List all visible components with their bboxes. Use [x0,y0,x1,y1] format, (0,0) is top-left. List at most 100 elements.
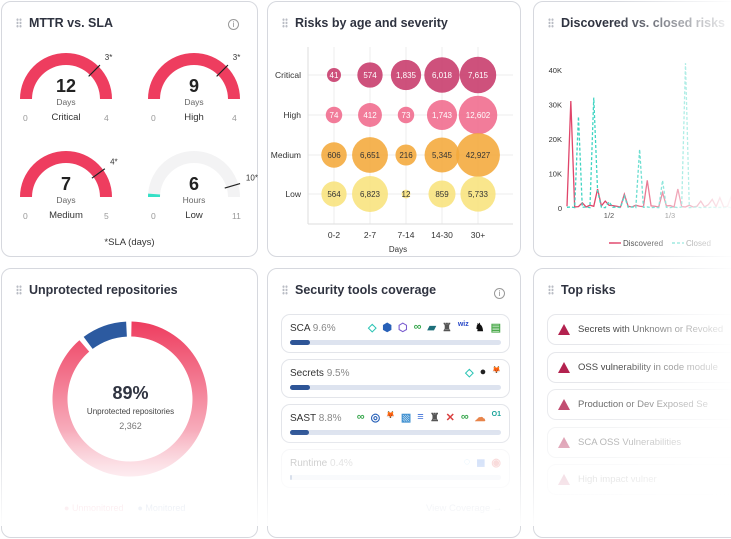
tool-logo-icon: ≡ [417,411,424,423]
info-icon[interactable]: i [494,288,505,299]
card-title: Security tools coverage [282,283,436,297]
gauge-fill [20,53,112,99]
bubble[interactable] [352,137,388,173]
bubble[interactable] [401,189,411,199]
coverage-name: SCA 9.6% [290,323,336,334]
info-icon[interactable]: i [228,19,239,30]
sla-label: 3* [105,53,113,62]
bubble[interactable] [397,106,415,124]
bubble[interactable] [458,95,498,135]
bubble-label: 6,018 [432,71,453,80]
title-text: Risks by age and severity [295,16,448,30]
drag-handle-icon[interactable] [282,285,288,295]
bubble[interactable] [321,181,347,207]
gauge-value: 6 [188,174,199,194]
bubble-label: 1,835 [396,71,417,80]
drag-handle-icon[interactable] [16,285,22,295]
coverage-name: Runtime 0.4% [290,458,353,469]
bubble[interactable] [460,176,496,212]
tool-logo-icon: ✕ [445,412,455,424]
top-risk-item[interactable]: Secrets with Unknown or Revoked [547,314,731,345]
bubble-label: 12,602 [466,111,491,120]
gauge-center: 6 Hours [139,174,249,205]
sla-marker [224,183,241,189]
bubble[interactable] [357,62,383,88]
tool-logo-icon: ∞ [356,411,365,423]
x-tick-label: 2-7 [364,230,377,240]
sla-marker [216,64,229,77]
y-tick-label: 40K [549,66,562,75]
top-risk-item[interactable]: High impact vulner [547,464,731,495]
bubble[interactable] [358,103,382,127]
coverage-percent: 9.6% [312,323,336,334]
gauge-label: High [184,112,204,123]
bubble[interactable] [459,56,497,94]
coverage-percent: 0.4% [330,458,353,469]
risk-title: Production or Dev Exposed Se [578,399,708,410]
coverage-row-sast[interactable]: SAST 8.8% ∞ ◎ 🦊 ▧ ≡ ♜ ✕ ∞ ☁ O1 [281,404,510,443]
bubble-label: 564 [327,190,341,199]
bubble[interactable] [456,133,500,177]
y-tick-label: High [284,110,302,120]
bubble-label: 42,927 [466,151,491,160]
bubble-label: 5,345 [432,151,453,160]
tool-category: SCA [290,323,311,334]
segment-monitored[interactable] [83,321,127,349]
gauge-arc: 3* [148,53,240,99]
legend-label: Discovered [623,239,663,248]
gauge-max: 4 [104,113,109,123]
top-risk-item[interactable]: SCA OSS Vulnerabilities [547,426,731,458]
bubble[interactable] [424,57,460,93]
gauge-critical: 3* 12 Days 0 Critical 4 [10,42,130,137]
drag-handle-icon[interactable] [282,18,288,28]
coverage-progress-bar [290,430,501,435]
x-tick-label: 1/3 [665,211,675,220]
bubble[interactable] [426,99,458,131]
coverage-row-sca[interactable]: SCA 9.6% ◇ ⬢ ⬡ ∞ ▰ ♜ wiz ♞ ▤ [281,314,510,353]
progress-fill [290,475,293,480]
bubble-label: 6,823 [360,190,381,199]
bubble-label: 574 [363,71,377,80]
bubble-label: 216 [399,151,413,160]
bubble[interactable] [390,59,422,91]
drag-handle-icon[interactable] [548,285,554,295]
bubble[interactable] [428,180,456,208]
bubble[interactable] [325,106,343,124]
y-tick-label: 10K [549,170,562,179]
legend-monitored[interactable]: ● Monitored [137,503,186,513]
top-risk-item[interactable]: OSS vulnerability in code module [547,351,731,383]
bubble-label: 6,651 [360,151,381,160]
coverage-progress-bar [290,475,501,480]
tool-icons: ◇ ⬢ ⬡ ∞ ▰ ♜ wiz ♞ ▤ [368,321,501,334]
drag-handle-icon[interactable] [548,18,554,28]
tool-logo-icon: ⬢ [382,322,393,334]
repos-count: 2,362 [119,421,142,431]
drag-handle-icon[interactable] [16,18,22,28]
sla-marker [88,64,101,77]
card-title: MTTR vs. SLA [16,16,113,30]
gauge-arc: 10* [148,151,258,197]
legend-unmonitored[interactable]: ● Unmonitored [64,503,124,513]
risk-title: SCA OSS Vulnerabilities [578,436,682,448]
progress-fill [290,430,309,435]
top-risk-item[interactable]: Production or Dev Exposed Se [547,389,731,420]
bubble[interactable] [327,68,341,82]
coverage-row-runtime[interactable]: Runtime 0.4% ◌ ◼ ◉ [281,449,510,488]
bubble[interactable] [395,144,417,166]
bubble-label: 12 [402,190,411,199]
gauge-unit: Days [184,97,204,107]
bubble[interactable] [424,137,460,173]
coverage-row-secrets[interactable]: Secrets 9.5% ◇ ● 🦊 [281,359,510,398]
gauge-value: 7 [60,174,71,194]
bubble[interactable] [321,142,347,168]
gauge-center: 9 Days [139,76,249,107]
tool-logo-icon: ● [479,366,487,378]
legend-label: Monitored [145,503,186,513]
unprotected-repos-card: Unprotected repositories 89% Unprotected… [1,268,258,538]
y-tick-label: Low [285,189,301,199]
sla-label: 4* [110,157,118,166]
gauge-fill [148,193,161,197]
view-coverage-link[interactable]: View Coverage → [426,503,503,514]
bubble[interactable] [352,176,388,212]
gauge-value: 9 [188,76,199,96]
